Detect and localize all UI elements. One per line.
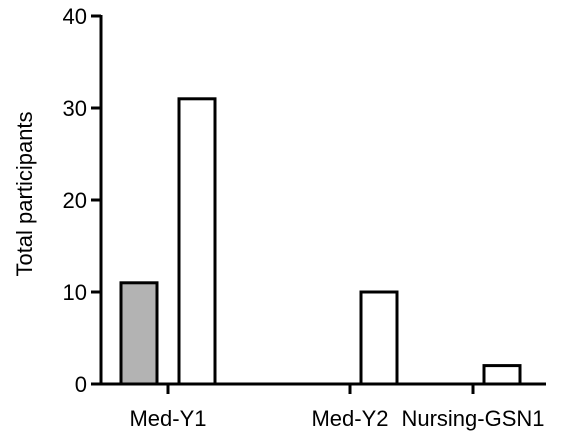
x-tick-label: Nursing-GSN1 <box>401 406 544 431</box>
y-tick-label: 40 <box>63 4 87 29</box>
y-tick-label: 10 <box>63 280 87 305</box>
y-tick-label: 20 <box>63 188 87 213</box>
x-tick-label: Med-Y2 <box>311 406 388 431</box>
bars <box>119 97 522 386</box>
x-axis: Med-Y1 Med-Y2 Nursing-GSN1 <box>99 382 546 431</box>
y-axis: 0 10 20 30 40 <box>63 4 103 397</box>
x-tick-label: Med-Y1 <box>129 406 206 431</box>
y-tick-label: 30 <box>63 96 87 121</box>
bar-med-y1-s2 <box>177 97 217 386</box>
y-axis-title: Total participants <box>12 111 37 276</box>
y-tick-label: 0 <box>75 372 87 397</box>
bar-med-y1-s1 <box>119 281 159 386</box>
bar-med-y2-s2 <box>359 290 399 386</box>
bar-nursing-gsn1-s2 <box>482 364 522 386</box>
